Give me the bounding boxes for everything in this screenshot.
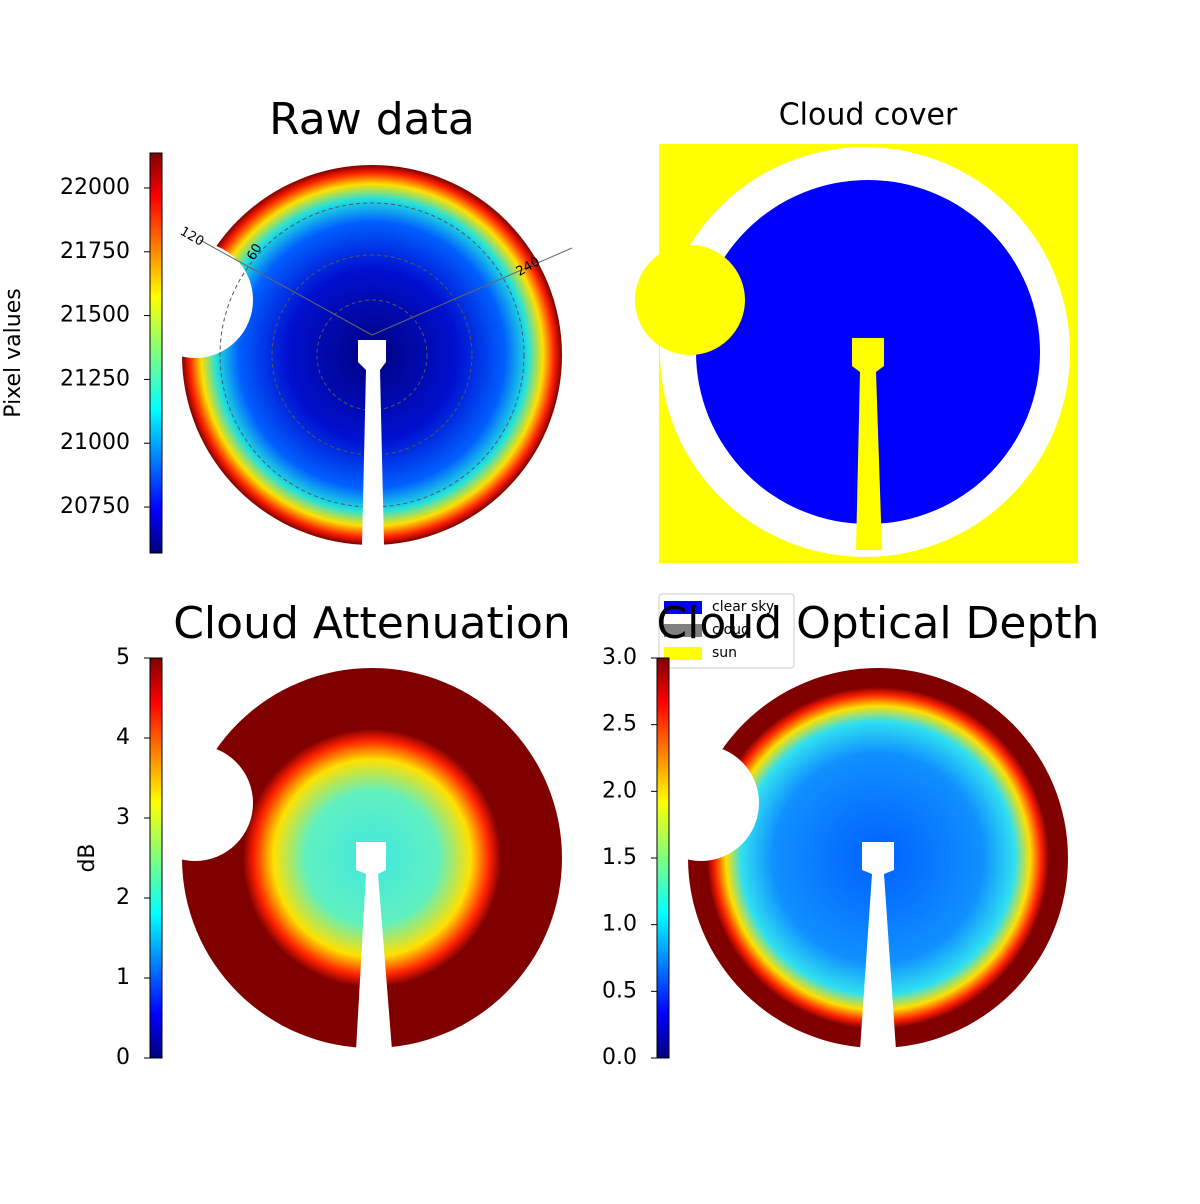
legend: clear sky cloud sun [658, 593, 795, 669]
colorbar-tick-label: 0 [116, 1045, 130, 1070]
legend-label: clear sky [712, 599, 774, 615]
legend-swatch [664, 601, 702, 614]
colorbar-tick-label: 21250 [60, 366, 130, 391]
panel-title: Cloud Optical Depth [656, 598, 1099, 649]
colorbar-tick-label: 22000 [60, 175, 130, 200]
mast [356, 842, 392, 1050]
colorbar [149, 152, 163, 554]
legend-label: sun [712, 645, 737, 661]
legend-swatch [664, 647, 702, 660]
colorbar-tick-label: 0.5 [602, 978, 637, 1003]
colorbar [149, 657, 163, 1059]
legend-label: cloud [712, 622, 750, 638]
colorbar-tick-label: 21500 [60, 303, 130, 328]
colorbar-tick-label: 3.0 [602, 645, 637, 670]
colorbar-tick-label: 20750 [60, 494, 130, 519]
colorbar-tick-label: 2.0 [602, 778, 637, 803]
colorbar-tick-label: 2 [116, 885, 130, 910]
colorbar-tick-label: 2.5 [602, 712, 637, 737]
colorbar-tick-label: 1.5 [602, 845, 637, 870]
panel-title: Cloud Attenuation [173, 598, 571, 649]
mast [860, 842, 896, 1050]
colorbar-tick-label: 5 [116, 645, 130, 670]
colorbar-tick-label: 1 [116, 965, 130, 990]
panel-title: Raw data [269, 94, 475, 145]
polar-spokes [199, 239, 573, 336]
cutout [635, 245, 745, 355]
polar-label: 60 [244, 241, 265, 263]
colorbar-tick-label: 21000 [60, 430, 130, 455]
colorbar-label: Pixel values [1, 288, 26, 417]
colorbar-tick-label: 21750 [60, 239, 130, 264]
legend-swatch [664, 624, 702, 637]
colorbar-tick-label: 1.0 [602, 912, 637, 937]
colorbar-tick-label: 0.0 [602, 1045, 637, 1070]
colorbar [656, 657, 670, 1059]
panel-title: Cloud cover [779, 98, 958, 133]
colorbar-label: dB [75, 843, 100, 872]
mast [358, 340, 386, 545]
colorbar-tick-label: 4 [116, 725, 130, 750]
mast [852, 338, 884, 550]
colorbar-tick-label: 3 [116, 805, 130, 830]
